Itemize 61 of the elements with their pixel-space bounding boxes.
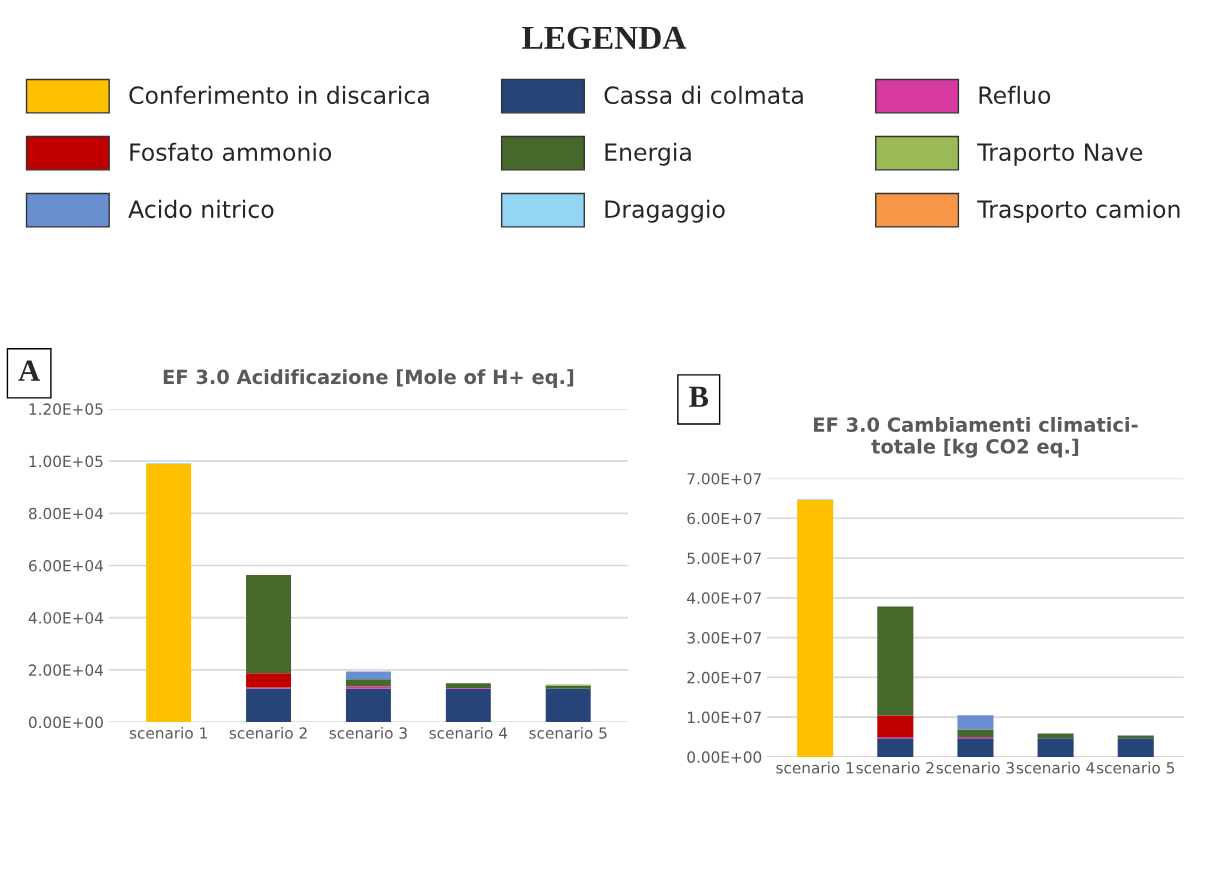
y-tick-label: 0.00E+00 — [28, 716, 103, 729]
bar — [957, 715, 994, 730]
x-tick-label: scenario 3 — [936, 761, 1014, 774]
chart-title: EF 3.0 Cambiamenti climatici- totale [kg CO2 eq.] — [814, 416, 1138, 458]
bar — [445, 688, 491, 723]
y-tick-label: 1.00E+05 — [29, 455, 103, 468]
bar — [345, 686, 391, 689]
bar — [246, 574, 292, 674]
legend-label: Trasporto camion — [977, 199, 1180, 223]
legend-label: Cassa di colmata — [604, 85, 803, 105]
x-tick-label: scenario 5 — [529, 726, 607, 739]
y-tick-label: 6.00E+04 — [29, 559, 103, 572]
bar — [345, 688, 391, 723]
legend-label: Refluo — [979, 85, 1051, 105]
x-tick-label: scenario 4 — [1016, 761, 1095, 774]
bar — [1037, 733, 1074, 739]
y-tick-label: 5.00E+07 — [687, 552, 761, 565]
bar — [1037, 738, 1074, 757]
bar — [345, 679, 391, 687]
y-tick-label: 2.00E+07 — [687, 671, 761, 684]
legend-label: Traporto Nave — [977, 143, 1143, 166]
legend-title: LEGENDA — [522, 26, 687, 50]
bar — [877, 715, 914, 738]
bar — [146, 463, 192, 723]
y-tick-label: 1.00E+07 — [687, 711, 761, 724]
bar — [1117, 735, 1154, 739]
legend-label: Acido nitrico — [128, 199, 274, 219]
bar — [877, 738, 914, 757]
x-tick-label: scenario 3 — [329, 726, 407, 739]
x-tick-label: scenario 1 — [129, 726, 207, 739]
y-tick-label: 7.00E+07 — [687, 472, 761, 485]
x-tick-label: scenario 2 — [856, 761, 934, 774]
y-tick-label: 0.00E+00 — [687, 751, 762, 763]
bar — [957, 738, 994, 757]
legend-label: Energia — [605, 142, 691, 166]
x-tick-label: scenario 4 — [429, 726, 508, 739]
bar — [545, 688, 591, 723]
y-tick-label: 4.00E+04 — [28, 612, 103, 624]
bar — [246, 688, 292, 723]
legend-label: Dragaggio — [605, 199, 725, 223]
bar — [1117, 738, 1154, 757]
y-tick-label: 2.00E+04 — [29, 664, 103, 676]
x-tick-label: scenario 5 — [1096, 761, 1175, 774]
text: B — [689, 386, 709, 407]
y-tick-label: 4.00E+07 — [687, 592, 761, 604]
bar — [345, 671, 391, 680]
x-tick-label: scenario 2 — [229, 726, 307, 739]
chart-title: EF 3.0 Acidificazione [Mole of H+ eq.] — [163, 369, 574, 388]
legend-label: Conferimento in discarica — [129, 85, 429, 105]
bar — [246, 673, 292, 688]
text: A — [18, 360, 40, 381]
y-tick-label: 6.00E+07 — [687, 512, 761, 525]
bar — [957, 729, 994, 738]
y-tick-label: 1.20E+05 — [29, 403, 103, 415]
y-tick-label: 3.00E+07 — [687, 632, 761, 644]
y-tick-label: 8.00E+04 — [28, 507, 103, 520]
bar — [797, 499, 834, 757]
legend-label: Fosfato ammonio — [130, 142, 332, 162]
x-tick-label: scenario 1 — [776, 761, 854, 774]
bar — [445, 683, 491, 688]
bar — [877, 606, 914, 716]
